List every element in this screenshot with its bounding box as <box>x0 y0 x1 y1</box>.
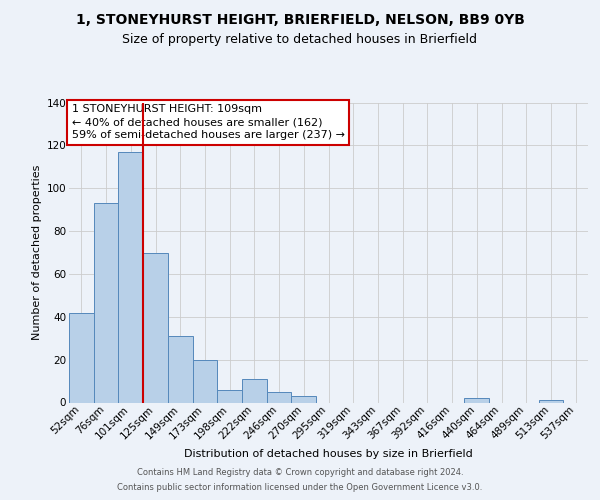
Text: Contains HM Land Registry data © Crown copyright and database right 2024.: Contains HM Land Registry data © Crown c… <box>137 468 463 477</box>
Bar <box>94 203 118 402</box>
Bar <box>217 390 242 402</box>
X-axis label: Distribution of detached houses by size in Brierfield: Distribution of detached houses by size … <box>184 449 473 459</box>
Text: Size of property relative to detached houses in Brierfield: Size of property relative to detached ho… <box>122 32 478 46</box>
Text: 1 STONEYHURST HEIGHT: 109sqm
← 40% of detached houses are smaller (162)
59% of s: 1 STONEYHURST HEIGHT: 109sqm ← 40% of de… <box>71 104 344 141</box>
Bar <box>539 400 563 402</box>
Bar <box>118 152 143 403</box>
Text: Contains public sector information licensed under the Open Government Licence v3: Contains public sector information licen… <box>118 483 482 492</box>
Bar <box>143 252 168 402</box>
Bar <box>292 396 316 402</box>
Bar <box>168 336 193 402</box>
Text: 1, STONEYHURST HEIGHT, BRIERFIELD, NELSON, BB9 0YB: 1, STONEYHURST HEIGHT, BRIERFIELD, NELSO… <box>76 12 524 26</box>
Bar <box>242 379 267 402</box>
Bar <box>193 360 217 403</box>
Y-axis label: Number of detached properties: Number of detached properties <box>32 165 43 340</box>
Bar <box>464 398 489 402</box>
Bar <box>69 312 94 402</box>
Bar <box>267 392 292 402</box>
